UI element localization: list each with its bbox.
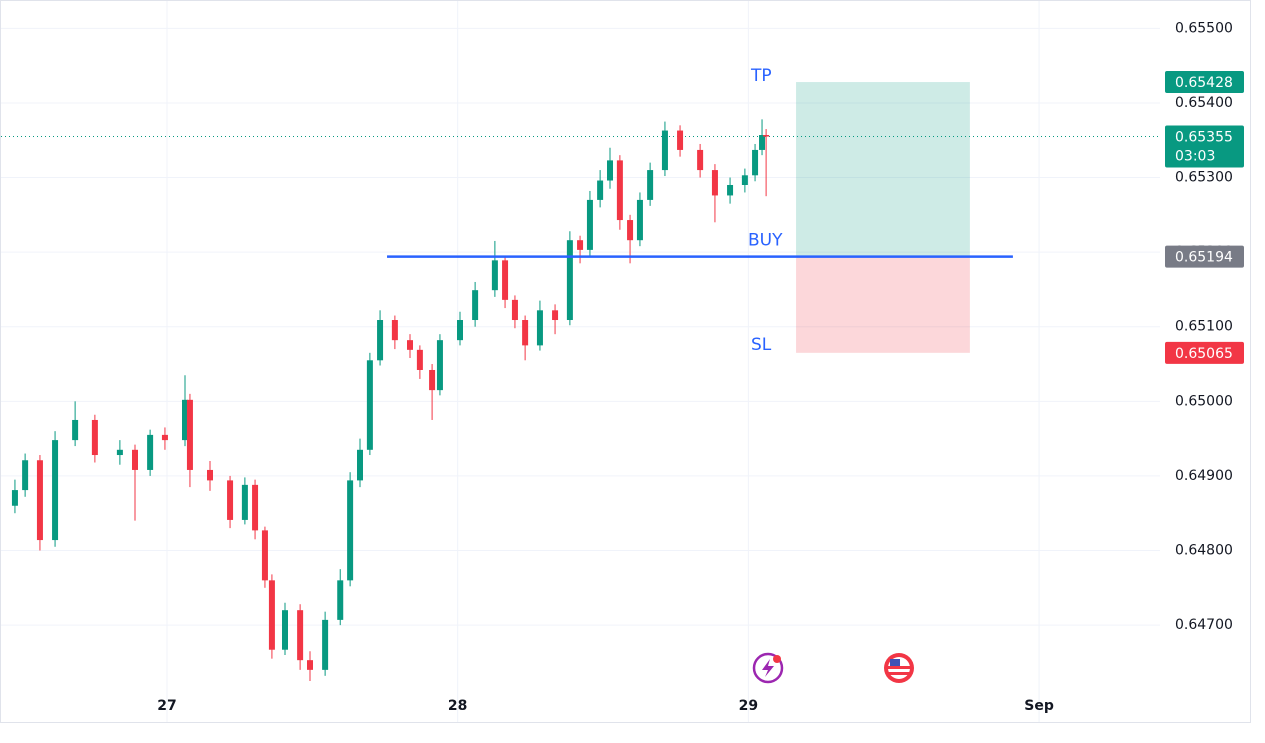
y-tick-label: 0.65400 [1175,95,1233,111]
candle-body [759,135,766,150]
candle-body [741,175,748,185]
last-price-badge [1165,125,1244,168]
candle-body [711,170,718,196]
price-badge [1165,341,1244,364]
candle-body [337,580,344,620]
candle-body [227,480,234,520]
last-price-label: 0.65355 [1175,130,1233,146]
x-tick-label: 29 [739,698,758,714]
candle-body [647,170,654,200]
candle-body [261,530,268,581]
candle-body [186,399,193,470]
candle-body [472,290,479,321]
candle-body [132,449,138,470]
y-tick-label: 0.64700 [1175,617,1233,633]
y-tick-label: 0.65100 [1175,319,1233,335]
candle-body [416,349,423,370]
plot [1,1,1160,722]
candle-body [22,460,29,491]
candle-body [616,160,623,221]
icon-bolt [762,659,774,677]
icon-dot [773,655,781,663]
candle-body [752,149,759,176]
sl-label: SL [751,335,772,355]
y-tick-label: 0.65000 [1175,393,1233,409]
candle-body [116,449,123,456]
candle-body [11,490,18,506]
candle-body [607,160,613,181]
candle-body [491,260,498,291]
candle-body [182,399,188,441]
y-tick-label: 0.64800 [1175,543,1233,559]
candle-body [391,320,398,341]
candle-body [697,149,704,171]
tp-label: TP [750,66,772,86]
candle-body [52,440,59,541]
candle-body [727,184,734,196]
icon-stripe [888,672,910,675]
flag-icon[interactable] [884,653,914,683]
candle-body [677,130,684,150]
icon-canton [890,659,900,666]
y-tick-label: 0.64900 [1175,468,1233,484]
candle-body [511,299,518,321]
candle-body [566,240,573,321]
candle-body [282,610,288,650]
x-tick-label: 27 [157,698,176,714]
candle-body [72,419,79,441]
candle-body [241,484,248,520]
price-badge-label: 0.65065 [1175,346,1233,362]
candle-body [357,449,363,481]
candle-body [502,260,509,300]
candle-body [586,199,593,250]
candle-body [429,369,436,391]
candle-body [627,220,634,241]
countdown-label: 03:03 [1175,149,1215,165]
candle-body [457,320,463,341]
candle-body [577,240,584,250]
entry-label: BUY [748,231,783,251]
candle-body [147,434,154,470]
candle-body [763,135,770,137]
price-badge-label: 0.65194 [1175,250,1233,266]
candle-body [307,660,313,670]
icon-stripe [888,666,910,669]
y-tick-label: 0.65500 [1175,20,1233,36]
candle-body [36,460,43,541]
loss-zone [796,256,970,353]
candle-body [636,199,643,241]
candle-body [322,619,329,670]
frame [0,0,1251,723]
lightning-icon[interactable] [752,652,784,684]
candle-body [297,610,304,661]
icon-ring [752,652,784,684]
candle-body [347,480,354,581]
candle-body [661,130,668,171]
x-tick-label: 28 [448,698,467,714]
price-badge [1165,245,1244,268]
price-badge [1165,71,1244,94]
candle-body [597,180,604,200]
y-tick-label: 0.65300 [1175,170,1233,186]
candle-body [252,484,259,531]
candle-body [377,320,384,361]
candle-body [161,434,168,441]
price-badge-label: 0.65428 [1175,75,1233,91]
profit-zone [796,82,970,257]
candle-body [407,340,413,350]
candle-body [268,580,275,650]
x-tick-label: Sep [1024,698,1054,714]
candle-body [91,419,98,456]
candle-body [552,310,559,321]
candle-body [522,320,529,346]
candle-body [207,469,213,481]
candle-body [366,360,373,450]
candle-body [536,310,543,346]
candle-body [436,340,443,391]
